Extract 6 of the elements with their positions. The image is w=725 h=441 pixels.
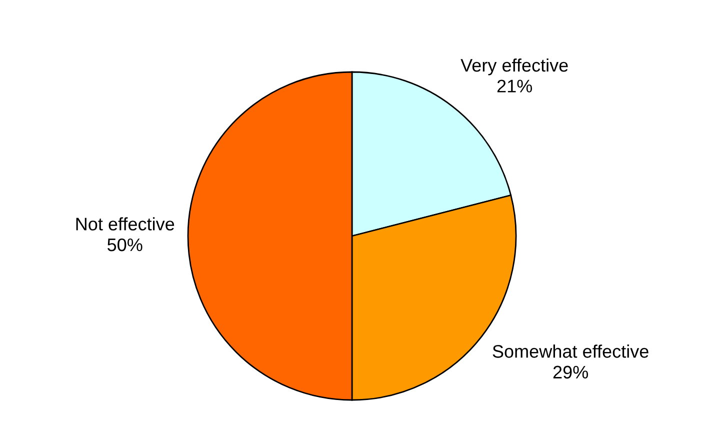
data-label: 50% xyxy=(108,238,142,252)
slice-label: Very effective xyxy=(460,58,568,76)
slice-label: Somewhat effective xyxy=(492,344,648,358)
data-label: 21% xyxy=(497,80,532,92)
data-label: 29% xyxy=(553,366,588,379)
slice-label: Not effective xyxy=(76,217,174,230)
